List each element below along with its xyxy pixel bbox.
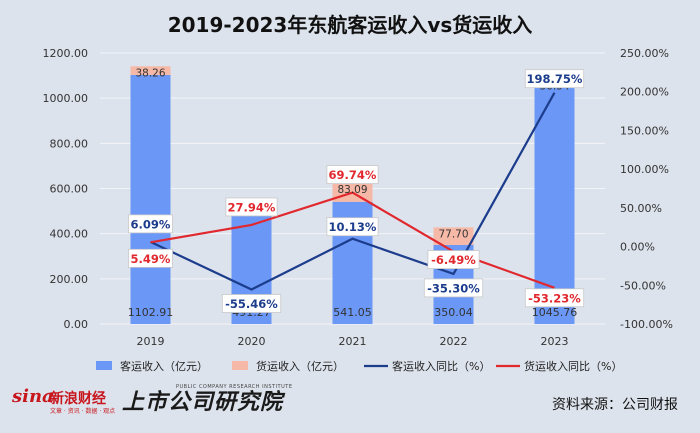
footer: sina 新浪财经 文章 · 资讯 · 数据 · 观点 上市公司研究院 PUBL… [0,382,700,433]
legend-swatch [96,361,112,370]
passenger-yoy-label-group: -35.30% [423,278,484,298]
sina-logo: sina [12,386,54,407]
lines [150,92,556,291]
passenger-yoy-label: 10.13% [329,220,377,234]
cargo-yoy-label-box [128,248,173,268]
x-axis-tick-label: 2020 [238,335,266,348]
legend-label: 货运收入同比（%） [524,359,622,373]
cargo-yoy-label-box [225,197,278,217]
cargo-yoy-label-box [427,250,480,269]
passenger-revenue-label: 1045.76 [532,306,578,319]
passenger-revenue-bar [534,87,575,324]
left-axis-tick-label: 0.00 [64,318,89,331]
right-axis-tick-label: 250.00% [620,47,669,60]
chart-title: 2019-2023年东航客运收入vs货运收入 [168,13,533,37]
cargo-yoy-label: 69.74% [329,168,377,182]
cargo-yoy-label-group: -6.49% [427,250,480,269]
x-axis-tick-label: 2019 [137,335,165,348]
right-axis-tick-label: 150.00% [620,124,669,137]
cargo-yoy-label-box [524,288,585,308]
cargo-yoy-label-group: 69.74% [326,165,379,184]
passenger-yoy-label-box [423,278,484,298]
cargo-yoy-label-group: -53.23% [524,288,585,308]
research-institute-en: PUBLIC COMPANY RESEARCH INSTITUTE [176,384,293,390]
passenger-yoy-label: 198.75% [527,72,583,86]
legend-swatch [232,361,248,370]
passenger-yoy-label-group: 198.75% [524,69,585,89]
cargo-yoy-label-box [326,165,379,184]
data-source: 资料来源：公司财报 [552,397,678,413]
right-axis-tick-label: 100.00% [620,163,669,176]
passenger-yoy-label-box [524,69,585,89]
left-axis-tick-label: 800.00 [50,137,89,150]
passenger-yoy-label-box [326,217,379,237]
cargo-yoy-label: 27.94% [228,200,276,214]
cargo-revenue-bar [433,227,474,245]
cargo-yoy-label: 5.49% [131,252,171,266]
passenger-revenue-label: 1102.91 [128,306,174,319]
passenger-yoy-label-group: 10.13% [326,217,379,237]
passenger-revenue-label: 541.05 [333,306,372,319]
legend: 客运收入（亿元） 货运收入（亿元） 客运收入同比（%） 货运收入同比（%） [96,359,622,373]
cargo-revenue-label: 77.70 [438,228,468,240]
cargo-yoy-label-group: 27.94% [225,197,278,217]
left-axis-tick-label: 200.00 [50,273,89,286]
cargo-yoy-label: -53.23% [528,291,581,305]
passenger-yoy-label: 6.09% [131,217,171,231]
cargo-revenue-label: 83.09 [337,184,367,196]
sina-tagline: 文章 · 资讯 · 数据 · 观点 [50,408,116,415]
cargo-yoy-line [150,191,555,289]
right-axis-tick-label: 200.00% [620,86,669,99]
right-axis-tick-label: 50.00% [620,202,662,215]
axes: 0.00 200.00 400.00 600.00 800.00 1000.00 1200.… [43,47,673,348]
passenger-revenue-label: 350.04 [434,306,473,319]
legend-label: 客运收入同比（%） [392,359,490,373]
cargo-yoy-label: -6.49% [431,253,476,267]
cargo-revenue-bar [130,66,171,75]
legend-label: 货运收入（亿元） [256,359,344,373]
passenger-yoy-line [150,92,556,291]
passenger-yoy-label-box [128,214,173,234]
cargo-yoy-label-group: 5.49% [128,248,173,268]
right-axis-tick-label: -50.00% [620,279,666,292]
passenger-yoy-label: -35.30% [427,281,480,295]
passenger-revenue-bar [130,74,171,325]
right-axis-tick-label: -100.00% [620,318,673,331]
left-axis-tick-label: 600.00 [50,183,89,196]
legend-label: 客运收入（亿元） [120,359,208,373]
cargo-revenue-label: 38.26 [135,67,165,79]
passenger-yoy-label-box [221,294,282,313]
passenger-yoy-label-group: 6.09% [128,214,173,234]
left-axis-tick-label: 1000.00 [43,92,89,105]
left-axis-tick-label: 1200.00 [43,47,89,60]
left-axis-tick-label: 400.00 [50,228,89,241]
right-axis-tick-label: 0.00% [620,241,655,254]
data-labels: 1102.9138.26491.2748.95541.0583.09350.04… [128,67,585,319]
x-axis-tick-label: 2023 [541,335,569,348]
passenger-yoy-label: -55.46% [225,297,278,311]
sina-finance-logo-text: 新浪财经 [50,391,106,407]
passenger-yoy-label-group: -55.46% [221,294,282,313]
research-institute-logo: 上市公司研究院 [122,389,284,415]
x-axis-tick-label: 2021 [339,335,367,348]
x-axis-tick-label: 2022 [440,335,468,348]
